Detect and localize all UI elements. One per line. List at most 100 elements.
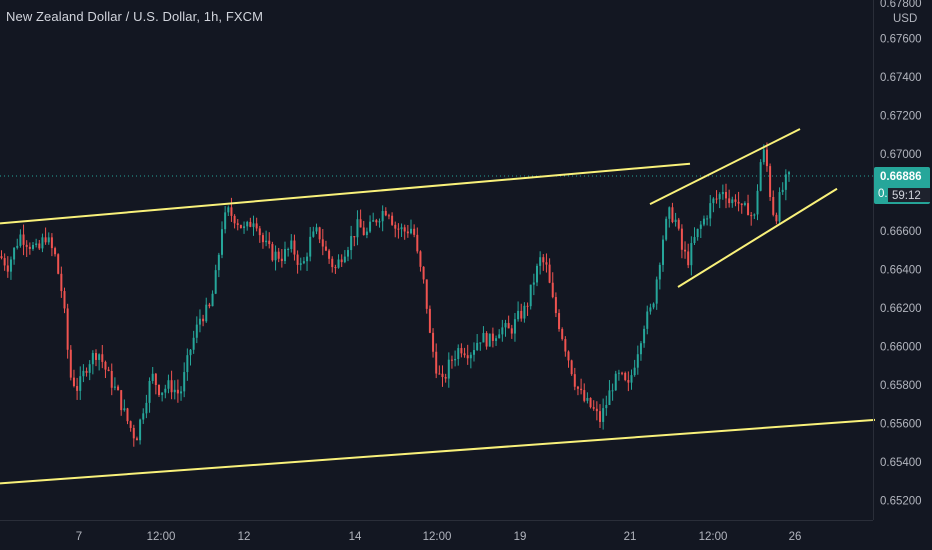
candle-body xyxy=(479,342,482,344)
candle-body xyxy=(318,227,321,240)
candle-body xyxy=(249,221,252,227)
candle-body xyxy=(526,305,529,307)
candle-body xyxy=(85,370,88,373)
candle-body xyxy=(35,243,38,245)
candle-body xyxy=(214,270,217,294)
candle-body xyxy=(725,192,727,199)
candle-body xyxy=(539,257,542,266)
candle-body xyxy=(110,370,113,388)
candle-body xyxy=(246,221,249,227)
candle-body xyxy=(545,262,548,265)
candle-body xyxy=(435,351,438,374)
candle-body xyxy=(362,227,365,236)
x-tick-label: 19 xyxy=(514,531,527,543)
candle-body xyxy=(173,389,176,393)
candle-body xyxy=(19,234,22,246)
candle-body xyxy=(649,307,652,312)
candle-body xyxy=(384,210,387,216)
candle-body xyxy=(198,318,201,325)
candle-body xyxy=(274,251,277,261)
candle-body xyxy=(580,388,583,391)
candle-body xyxy=(558,313,561,330)
candle-body xyxy=(132,427,135,439)
y-tick-label: 0.65600 xyxy=(880,419,922,431)
candle-body xyxy=(296,254,299,265)
candle-body xyxy=(485,333,488,347)
x-tick-label: 26 xyxy=(789,531,802,543)
candle-body xyxy=(677,219,680,229)
trendline xyxy=(0,162,691,225)
candle-body xyxy=(639,343,642,355)
candle-body xyxy=(343,256,346,263)
candle-body xyxy=(762,149,765,163)
candle-body xyxy=(463,353,466,356)
candle-body xyxy=(135,438,138,441)
candle-body xyxy=(387,215,390,217)
candle-body xyxy=(775,214,778,222)
candle-body xyxy=(712,198,715,204)
candle-body xyxy=(211,293,214,307)
candle-body xyxy=(772,197,775,215)
candle-body xyxy=(510,328,513,334)
countdown-prefix: 0. xyxy=(878,188,888,200)
candle-body xyxy=(180,391,183,394)
x-tick-label: 12:00 xyxy=(699,531,728,543)
candle-body xyxy=(0,256,3,259)
candle-body xyxy=(513,319,516,334)
candle-body xyxy=(422,266,425,280)
candle-body xyxy=(523,305,526,319)
candle-body xyxy=(321,239,324,247)
candle-body xyxy=(759,162,762,191)
candle-body xyxy=(747,203,750,216)
candle-body xyxy=(617,372,620,374)
candle-body xyxy=(750,215,753,217)
candle-body xyxy=(611,390,614,392)
candle-body xyxy=(731,199,734,204)
candle-body xyxy=(728,198,731,204)
candle-body xyxy=(293,240,296,255)
candle-body xyxy=(624,372,627,380)
candle-body xyxy=(425,279,428,309)
candle-body xyxy=(54,248,57,255)
candle-body xyxy=(576,386,579,389)
candle-body xyxy=(117,386,120,391)
candle-body xyxy=(334,267,337,269)
candle-body xyxy=(79,376,82,391)
candle-body xyxy=(438,373,441,375)
candle-body xyxy=(252,223,255,227)
candle-body xyxy=(139,419,142,441)
candle-body xyxy=(236,223,239,225)
candle-body xyxy=(151,373,154,381)
candle-body xyxy=(258,228,261,236)
candle-body xyxy=(239,224,242,229)
candle-body xyxy=(702,218,705,225)
candle-body xyxy=(570,360,573,375)
candle-body xyxy=(243,226,246,229)
candle-body xyxy=(205,304,208,322)
candle-body xyxy=(195,324,198,338)
candle-body xyxy=(221,229,223,255)
candle-body xyxy=(680,228,683,250)
candle-body xyxy=(337,259,340,268)
candle-body xyxy=(63,291,66,309)
candle-body xyxy=(551,282,554,298)
candle-body xyxy=(583,390,586,401)
candle-body xyxy=(605,404,608,409)
candle-body xyxy=(22,234,25,245)
candle-body xyxy=(441,373,444,378)
y-tick-label: 0.65400 xyxy=(880,457,922,469)
candle-body xyxy=(16,245,19,248)
candle-body xyxy=(674,219,677,223)
candle-body xyxy=(419,251,422,267)
candle-body xyxy=(126,408,129,422)
candle-body xyxy=(410,228,412,234)
candle-body xyxy=(693,237,696,244)
candle-body xyxy=(306,256,309,262)
candle-body xyxy=(495,338,498,341)
candle-body xyxy=(340,259,343,263)
candle-body xyxy=(107,369,110,371)
candle-body xyxy=(784,174,787,190)
candle-body xyxy=(41,237,44,249)
